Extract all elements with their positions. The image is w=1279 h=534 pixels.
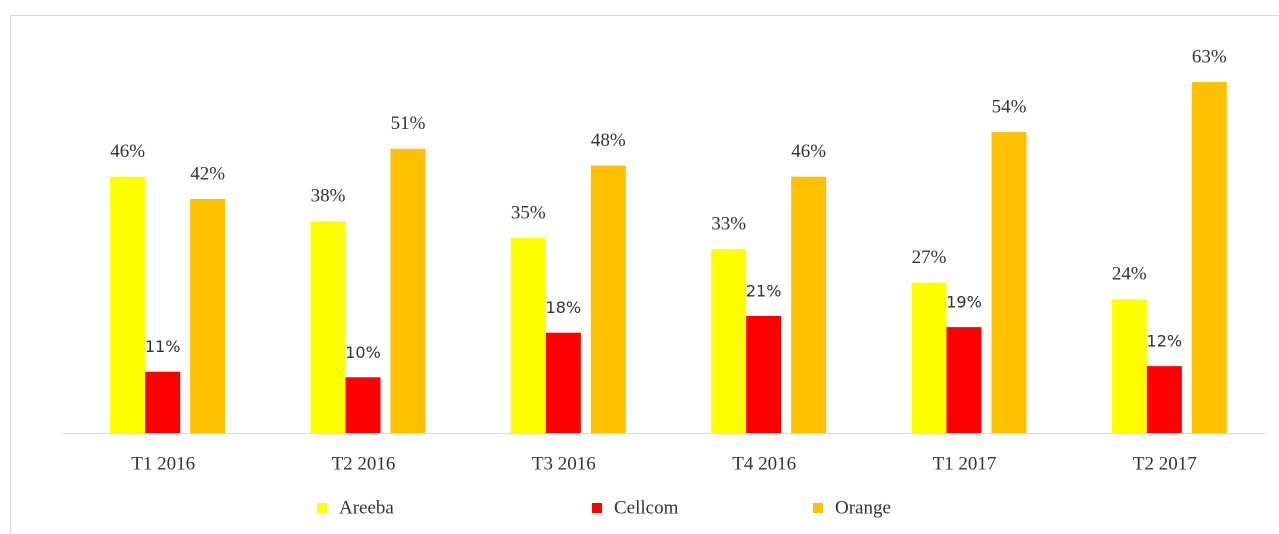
value-label: 48% xyxy=(591,130,626,151)
bar xyxy=(590,165,626,434)
value-label: 33% xyxy=(711,214,746,235)
legend-swatch xyxy=(592,503,602,513)
x-tick-label: T4 2016 xyxy=(732,453,796,474)
legend-label: Cellcom xyxy=(614,497,679,518)
bar xyxy=(746,316,782,433)
value-label: 21% xyxy=(746,282,782,301)
value-label: 38% xyxy=(311,186,346,207)
bar xyxy=(510,238,546,433)
value-label: 54% xyxy=(992,97,1027,118)
value-label: 18% xyxy=(546,298,582,317)
bar xyxy=(310,221,346,433)
x-tick-label: T1 2016 xyxy=(131,453,195,474)
bar xyxy=(1146,366,1182,433)
legend-swatch xyxy=(813,503,823,513)
bar xyxy=(991,132,1027,433)
value-label: 63% xyxy=(1192,46,1227,67)
bar xyxy=(946,327,982,433)
x-tick-label: T1 2017 xyxy=(933,453,997,474)
bar xyxy=(545,332,581,433)
value-label: 46% xyxy=(791,141,826,162)
legend-label: Areeba xyxy=(339,497,394,518)
value-label: 51% xyxy=(391,113,426,134)
value-label: 19% xyxy=(946,293,982,312)
legend-swatch xyxy=(317,503,327,513)
bar xyxy=(911,282,947,433)
legend-label: Orange xyxy=(835,497,891,518)
bar xyxy=(345,377,381,433)
value-label: 24% xyxy=(1112,264,1147,285)
bar xyxy=(1191,82,1227,433)
bar xyxy=(110,176,146,433)
bar xyxy=(390,148,426,433)
value-label: 46% xyxy=(110,141,145,162)
bar xyxy=(791,176,827,433)
bar xyxy=(145,371,181,433)
bar xyxy=(190,199,226,433)
value-label: 42% xyxy=(190,163,225,184)
value-label: 12% xyxy=(1147,332,1183,351)
x-tick-label: T2 2017 xyxy=(1133,453,1197,474)
value-label: 35% xyxy=(511,202,546,223)
x-tick-label: T2 2016 xyxy=(332,453,396,474)
x-tick-label: T3 2016 xyxy=(532,453,596,474)
bar xyxy=(711,249,747,433)
value-label: 10% xyxy=(345,343,381,362)
value-label: 11% xyxy=(145,337,181,356)
value-label: 27% xyxy=(912,247,947,268)
bar xyxy=(1111,299,1147,433)
